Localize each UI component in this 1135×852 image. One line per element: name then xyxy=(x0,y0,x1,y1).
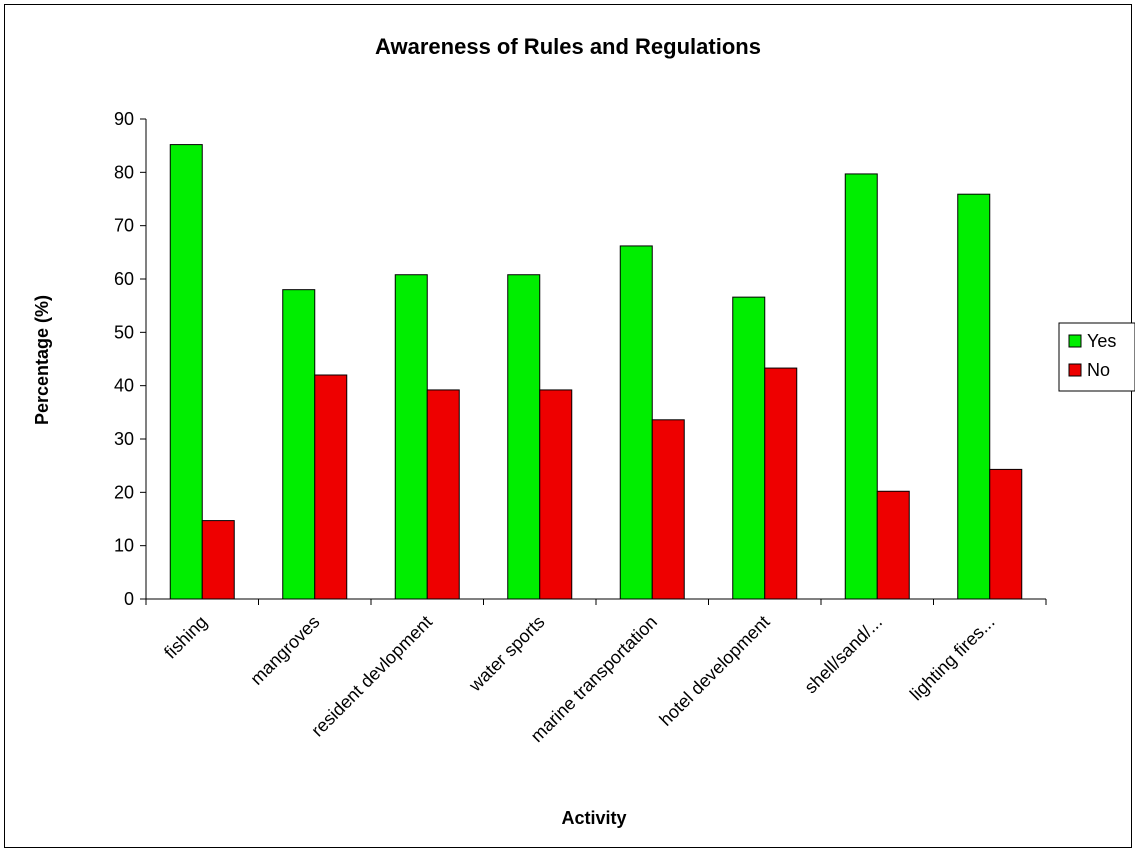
x-tick-label: shell/sand/... xyxy=(800,612,886,698)
y-tick-label: 10 xyxy=(114,536,134,556)
bar-no-3 xyxy=(539,389,573,600)
legend-label-no: No xyxy=(1087,360,1110,380)
plot-area: 0 10 20 30 40 50 60 70 80 90 fishing mangrovesresid… xyxy=(114,109,1047,746)
y-tick-label: 30 xyxy=(114,429,134,449)
y-tick-label: 20 xyxy=(114,482,134,502)
legend-label-yes: Yes xyxy=(1087,331,1116,351)
bar-yes-3 xyxy=(507,274,541,600)
bar-no-7 xyxy=(989,468,1023,600)
bar-yes-5 xyxy=(732,296,766,600)
chart-title: Awareness of Rules and Regulations xyxy=(375,34,761,59)
bar-yes-6 xyxy=(844,173,878,600)
y-tick-label: 60 xyxy=(114,269,134,289)
bar-yes-1 xyxy=(282,289,316,600)
bar-no-0 xyxy=(201,520,235,600)
bar-no-2 xyxy=(426,389,460,600)
y-axis-title: Percentage (%) xyxy=(32,295,52,425)
y-tick-label: 70 xyxy=(114,216,134,236)
x-tick-label: mangroves xyxy=(246,612,323,689)
bar-no-5 xyxy=(764,367,798,600)
x-tick-label: hotel development xyxy=(655,612,773,730)
bar-yes-0 xyxy=(169,144,203,600)
legend-swatch-no xyxy=(1068,363,1082,377)
legend-box xyxy=(1058,322,1135,392)
y-tick-label: 40 xyxy=(114,376,134,396)
x-tick-label: fishing xyxy=(160,612,211,663)
bar-no-6 xyxy=(876,490,910,600)
legend: Yes No xyxy=(1058,322,1135,392)
x-axis-title: Activity xyxy=(561,808,626,828)
x-tick-label: resident devlopment xyxy=(307,612,436,741)
bar-no-1 xyxy=(314,374,348,600)
bar-no-4 xyxy=(651,419,685,600)
bar-yes-2 xyxy=(394,274,428,600)
x-tick-label: water sports xyxy=(464,612,548,696)
legend-swatch-yes xyxy=(1068,334,1082,348)
y-tick-label: 50 xyxy=(114,322,134,342)
bar-yes-7 xyxy=(957,193,991,600)
y-tick-label: 80 xyxy=(114,162,134,182)
y-tick-label: 0 xyxy=(124,589,134,609)
x-tick-label: lighting fires... xyxy=(906,612,999,705)
bar-yes-4 xyxy=(619,245,653,600)
y-tick-label: 90 xyxy=(114,109,134,129)
x-tick-label: marine transportation xyxy=(527,612,661,746)
